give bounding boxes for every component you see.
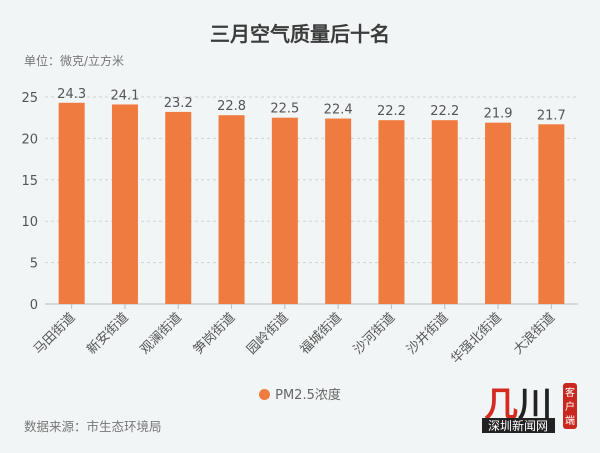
- x-tick-label: 沙井街道: [404, 310, 451, 357]
- bar: [218, 115, 245, 304]
- x-tick-label: 园岭街道: [244, 310, 291, 357]
- x-tick-label: 福城街道: [298, 310, 345, 357]
- data-label: 22.4: [324, 103, 353, 118]
- data-label: 22.5: [270, 102, 299, 117]
- bar: [58, 102, 85, 305]
- bar: [485, 122, 512, 304]
- chart-title: 三月空气质量后十名: [210, 22, 390, 46]
- x-tick-label: 观澜街道: [138, 310, 185, 357]
- data-label: 23.2: [164, 96, 193, 111]
- legend[interactable]: PM2.5浓度: [0, 384, 600, 403]
- data-label: 21.9: [484, 107, 513, 122]
- bar: [431, 120, 458, 305]
- data-label: 22.2: [430, 104, 459, 119]
- x-tick-label: 大浪街道: [511, 310, 558, 357]
- svg-text:户: 户: [565, 400, 575, 413]
- y-tick-label: 20: [21, 132, 38, 147]
- x-tick-label: 华强北街道: [448, 310, 505, 367]
- y-tick-label: 15: [21, 174, 38, 189]
- bar: [378, 120, 405, 305]
- data-label: 24.1: [110, 88, 139, 103]
- y-tick-label: 10: [21, 215, 38, 230]
- svg-text:端: 端: [565, 414, 575, 427]
- legend-marker-icon: [259, 389, 271, 400]
- bar-chart: 0 5 10 15 20 25 24.3 马田街道 24.1 新安街道 23.2 观澜街道 22.8 笋岗…: [21, 87, 578, 367]
- data-label: 24.3: [57, 87, 86, 102]
- data-label: 22.8: [217, 99, 246, 114]
- bar: [271, 117, 298, 304]
- bar: [111, 104, 138, 305]
- data-label: 21.7: [537, 108, 566, 123]
- y-tick-label: 0: [30, 298, 38, 313]
- x-tick-label: 新安街道: [84, 310, 132, 358]
- y-tick-label: 5: [30, 257, 38, 272]
- bar: [538, 124, 565, 304]
- x-tick-label: 笋岗街道: [190, 310, 238, 358]
- x-tick-label: 沙河街道: [351, 310, 398, 357]
- source-note: 数据来源：市生态环境局: [24, 419, 162, 434]
- legend-label: PM2.5浓度: [275, 388, 341, 403]
- svg-text:客: 客: [565, 386, 575, 399]
- unit-label: 单位：微克/立方米: [24, 54, 125, 68]
- svg-text:深圳新闻网: 深圳新闻网: [488, 418, 548, 433]
- x-tick-label: 马田街道: [31, 310, 78, 357]
- bar: [325, 118, 352, 304]
- shenzhen-news-logo: 几 川 深圳新闻网 客 户 端: [482, 383, 577, 433]
- bar: [165, 111, 192, 305]
- y-tick-label: 25: [21, 91, 38, 106]
- data-label: 22.2: [377, 104, 406, 119]
